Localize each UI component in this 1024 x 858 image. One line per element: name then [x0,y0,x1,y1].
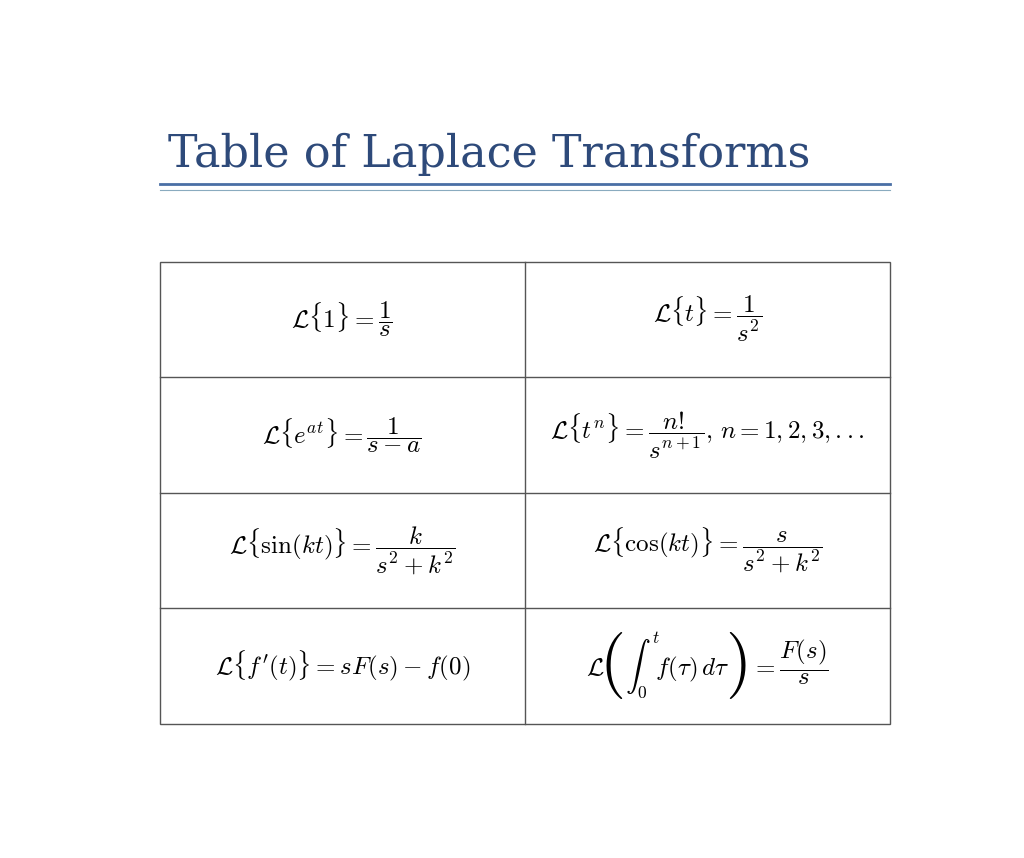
Text: $\mathcal{L}\{\sin(kt)\} = \dfrac{k}{s^2+k^2}$: $\mathcal{L}\{\sin(kt)\} = \dfrac{k}{s^2… [228,524,456,577]
Text: $\mathcal{L}\{t^n\} = \dfrac{n!}{s^{n+1}},\, n = 1,2,3,...$: $\mathcal{L}\{t^n\} = \dfrac{n!}{s^{n+1}… [550,409,864,461]
Text: Table of Laplace Transforms: Table of Laplace Transforms [168,133,810,176]
Text: $\mathcal{L}\{1\} = \dfrac{1}{s}$: $\mathcal{L}\{1\} = \dfrac{1}{s}$ [292,299,393,339]
Text: $\mathcal{L}\!\left\{\int_0^t\! f(\tau)\,d\tau\right\} = \dfrac{F(s)}{s}$: $\mathcal{L}\!\left\{\int_0^t\! f(\tau)\… [586,631,828,702]
Text: $\mathcal{L}\{f'(t)\} = sF(s) - f(0)$: $\mathcal{L}\{f'(t)\} = sF(s) - f(0)$ [215,649,470,683]
Bar [160,262,890,724]
Text: $\mathcal{L}\{\cos(kt)\} = \dfrac{s}{s^2+k^2}$: $\mathcal{L}\{\cos(kt)\} = \dfrac{s}{s^2… [593,526,822,575]
Text: $\mathcal{L}\{t\} = \dfrac{1}{s^2}$: $\mathcal{L}\{t\} = \dfrac{1}{s^2}$ [652,294,762,344]
Text: $\mathcal{L}\{e^{at}\} = \dfrac{1}{s-a}$: $\mathcal{L}\{e^{at}\} = \dfrac{1}{s-a}$ [262,415,422,455]
